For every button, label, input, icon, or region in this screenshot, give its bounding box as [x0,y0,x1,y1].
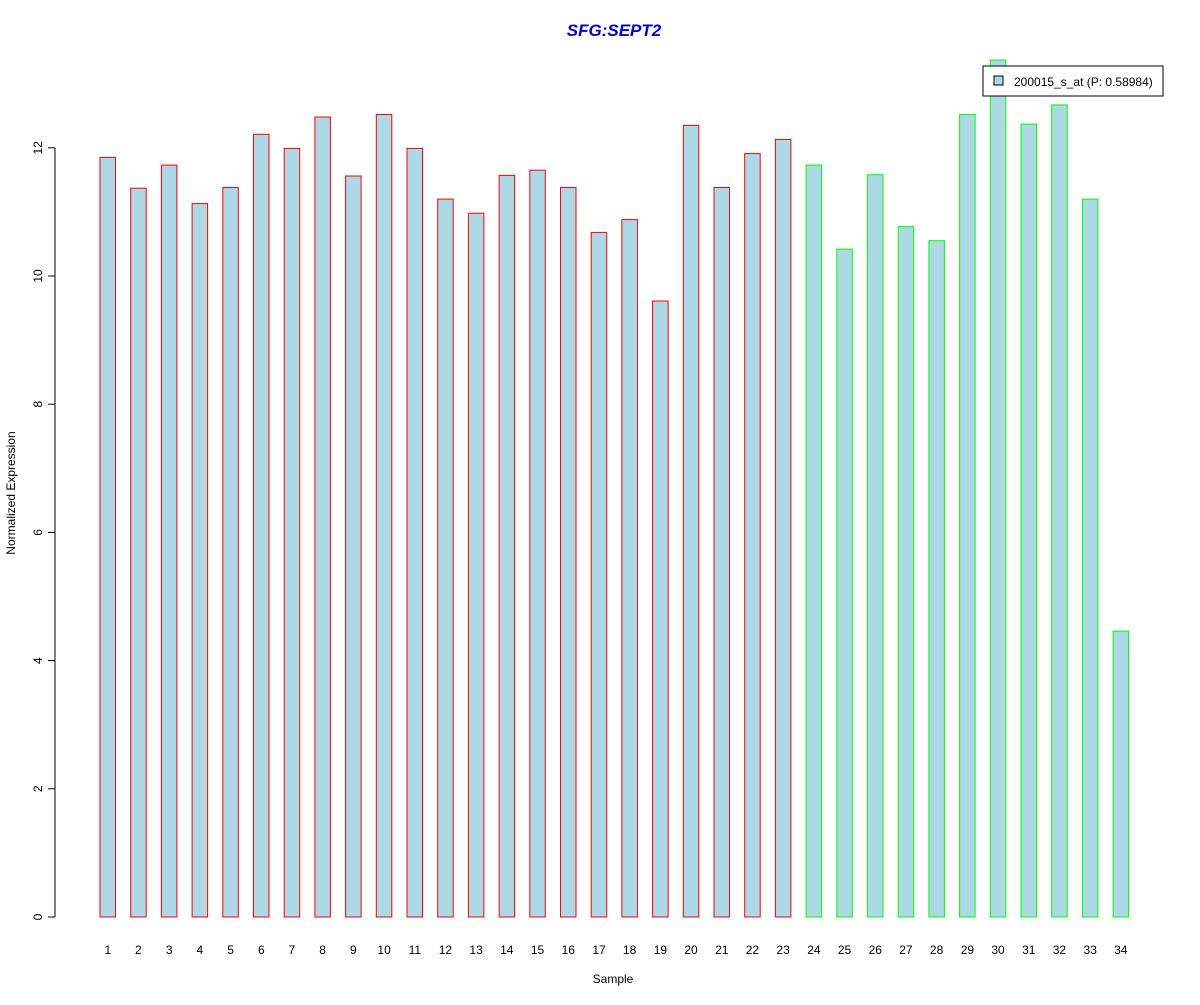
x-tick-label: 3 [166,943,173,957]
bar-sample-2 [130,187,147,918]
x-tick-label: 4 [196,943,203,957]
bar-sample-30 [989,59,1007,918]
x-tick-label: 2 [135,943,142,957]
y-tick-label: 4 [31,657,45,664]
legend-swatch [993,75,1004,86]
x-tick-label: 33 [1084,943,1098,957]
x-tick-label: 11 [409,943,422,957]
bar-sample-31 [1020,123,1037,918]
bar-sample-18 [621,219,638,918]
bar-sample-7 [283,147,301,918]
y-tick-label: 8 [31,401,45,408]
plot-area [99,59,1130,918]
x-tick-label: 21 [715,943,729,957]
x-tick-label: 30 [991,943,1005,957]
bar-sample-1 [99,156,116,918]
bar-sample-34 [1112,630,1130,918]
bar-sample-29 [959,114,976,918]
bar-sample-27 [897,226,915,918]
x-tick-label: 31 [1022,943,1036,957]
bar-sample-15 [529,169,546,918]
x-tick-label: 26 [869,943,883,957]
x-tick-label: 28 [930,943,944,957]
x-tick-label: 8 [319,943,326,957]
bar-sample-11 [406,147,423,918]
legend-box [982,65,1164,97]
legend: 200015_s_at (P: 0.58984) [982,65,1164,97]
bar-sample-12 [437,198,454,918]
y-tick-label: 10 [31,269,45,283]
y-axis: 0 2 4 6 8 10 12 [31,141,56,920]
y-tick-label: 2 [31,785,45,792]
bar-sample-28 [928,240,945,918]
bar-sample-14 [498,174,516,918]
x-tick-label: 1 [104,943,111,957]
x-tick-label: 32 [1053,943,1067,957]
x-tick-label: 15 [531,943,545,957]
chart-title: SFG:SEPT2 [567,21,662,40]
bar-sample-32 [1051,104,1068,918]
x-tick-label: 17 [592,943,606,957]
x-tick-label: 34 [1114,943,1128,957]
x-tick-label: 27 [899,943,913,957]
x-tick-label: 14 [500,943,514,957]
x-tick-label: 23 [776,943,790,957]
bar-sample-16 [560,187,577,918]
x-tick-label: 29 [961,943,975,957]
bar-sample-6 [253,133,270,918]
bar-sample-9 [345,175,362,918]
x-axis-label: Sample [593,972,634,986]
bar-sample-21 [713,187,730,918]
bar-sample-26 [867,174,884,918]
x-tick-label: 22 [746,943,760,957]
bar-sample-20 [682,124,700,918]
bar-sample-17 [590,231,608,918]
bar-sample-25 [836,248,853,918]
x-tick-label: 19 [654,943,668,957]
x-tick-label: 12 [439,943,453,957]
x-tick-label: 18 [623,943,637,957]
x-tick-label: 24 [807,943,821,957]
x-tick-label: 6 [258,943,265,957]
bar-sample-10 [375,114,393,918]
x-tick-label: 25 [838,943,852,957]
x-tick-label: 5 [227,943,234,957]
bar-sample-23 [774,139,792,918]
y-axis-label: Normalized Expression [4,431,18,554]
x-tick-label: 9 [350,943,357,957]
x-tick-label: 10 [377,943,391,957]
bar-sample-4 [191,203,209,918]
bar-sample-33 [1081,198,1099,918]
bar-sample-5 [222,187,239,918]
bar-sample-8 [314,116,331,918]
x-tick-label: 16 [562,943,576,957]
x-tick-label: 20 [684,943,698,957]
bar-sample-24 [805,164,823,918]
y-tick-label: 12 [31,141,45,155]
bar-sample-13 [467,212,485,918]
bar-sample-19 [652,300,669,918]
x-tick-label: 7 [289,943,296,957]
y-tick-label: 6 [31,529,45,536]
x-tick-label: 13 [469,943,483,957]
bar-sample-22 [744,153,761,918]
x-axis-tick-labels: 1 2 3 4 5 6 7 8 9 10 11 12 13 14 15 16 17 18 19 20 21 22 23 24 2… [104,943,1127,957]
bar-sample-3 [160,164,178,918]
legend-label: 200015_s_at (P: 0.58984) [1014,75,1153,89]
y-tick-label: 0 [31,913,45,920]
